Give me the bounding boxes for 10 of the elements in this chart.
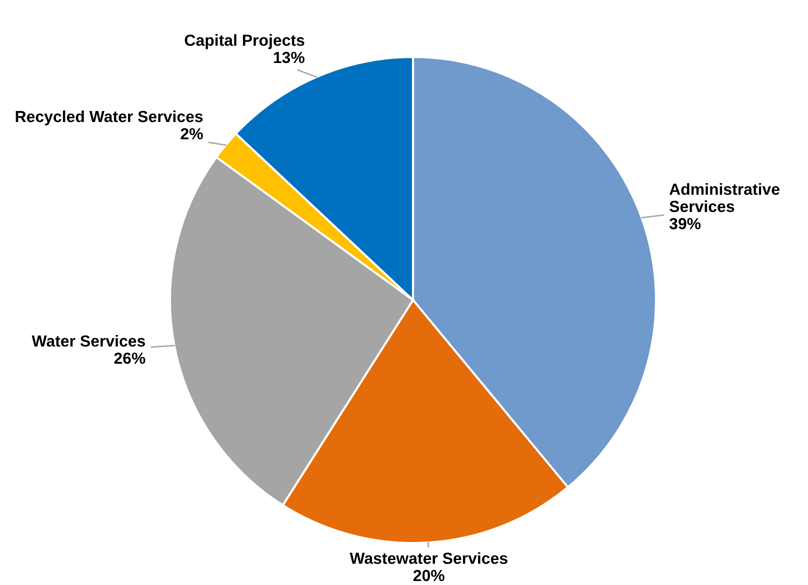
slice-label: Water Services [32,334,146,347]
slice-label: Capital Projects [184,34,304,50]
slice-label: Administrative Services [669,183,780,212]
slice-label: Wastewater Services [350,552,508,564]
data-label: 13% [274,52,304,64]
data-label: 26% [114,352,146,364]
data-label: 2% [180,128,203,140]
data-label: 39% [669,218,701,230]
data-label: 20% [413,570,444,582]
slice-label: Recycled Water Services [16,110,203,126]
